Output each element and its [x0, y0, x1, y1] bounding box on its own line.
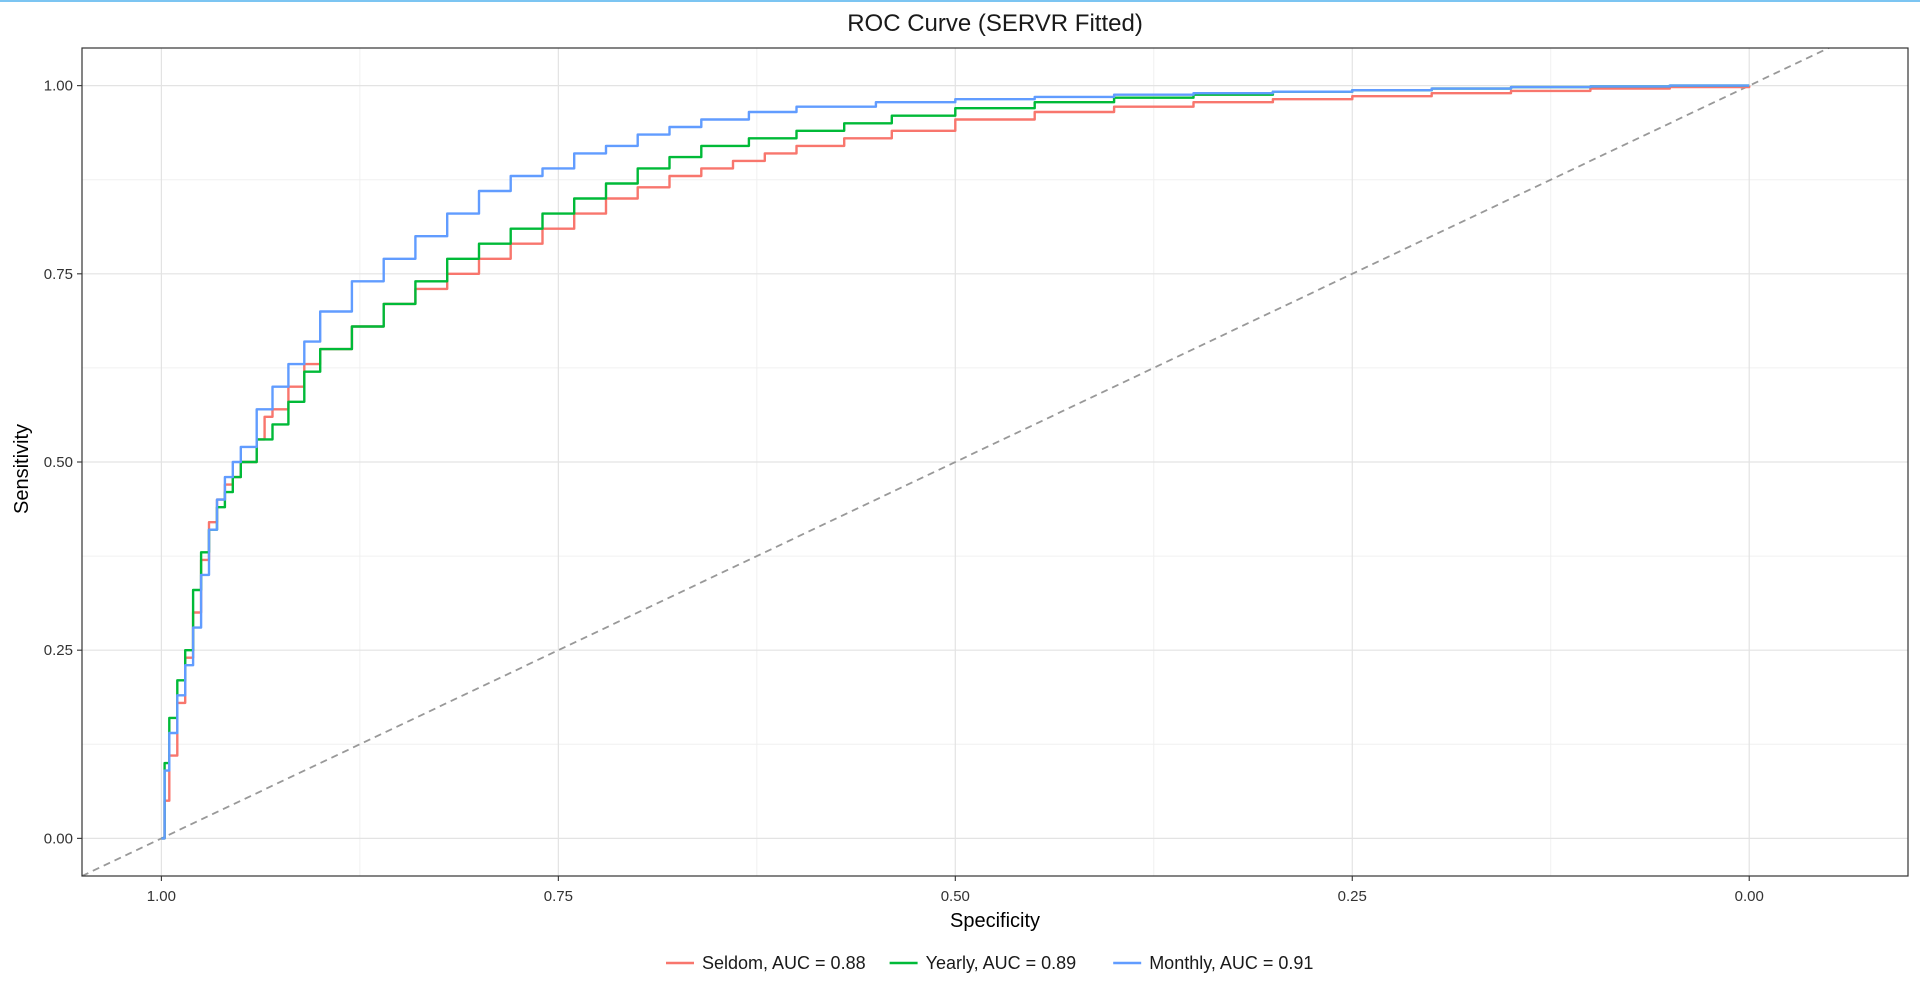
y-tick-label: 0.75 [44, 266, 73, 283]
series-lines [161, 84, 1751, 840]
legend-label-0: Seldom, AUC = 0.88 [702, 953, 866, 973]
x-tick-label: 1.00 [147, 888, 176, 905]
major-gridlines [82, 48, 1908, 876]
series-line-2 [161, 84, 1750, 840]
x-tick-label: 0.00 [1735, 888, 1764, 905]
legend-label-2: Monthly, AUC = 0.91 [1149, 953, 1313, 973]
y-tick-label: 0.50 [44, 454, 73, 471]
chart-title: ROC Curve (SERVR Fitted) [847, 10, 1143, 37]
x-tick-label: 0.25 [1338, 888, 1367, 905]
y-tick-label: 1.00 [44, 78, 73, 95]
reference-diagonal [82, 48, 1831, 876]
y-tick-label: 0.25 [44, 642, 73, 659]
reference-line [82, 48, 1831, 876]
x-tick-label: 0.50 [941, 888, 970, 905]
legend-label-1: Yearly, AUC = 0.89 [926, 953, 1077, 973]
x-tick-label: 0.75 [544, 888, 573, 905]
y-axis-title: Sensitivity [11, 424, 33, 514]
minor-gridlines [82, 48, 1908, 876]
y-axis-ticks: 0.00 0.25 0.50 0.75 1.00 [44, 78, 82, 847]
top-accent-line [0, 0, 1920, 2]
x-axis-title: Specificity [950, 910, 1040, 932]
x-axis-ticks: 1.00 0.75 0.50 0.25 0.00 [147, 876, 1764, 905]
y-tick-label: 0.00 [44, 830, 73, 847]
legend: Seldom, AUC = 0.88 Yearly, AUC = 0.89 Mont… [666, 953, 1313, 973]
